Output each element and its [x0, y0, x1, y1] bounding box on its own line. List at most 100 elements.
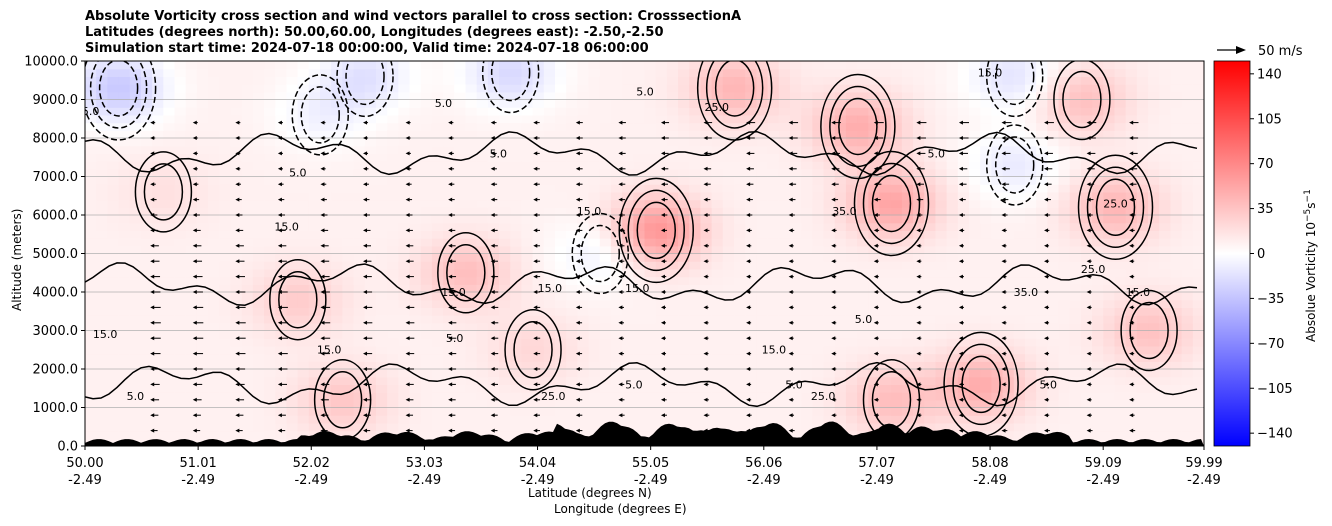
- vorticity-cell: [734, 384, 746, 393]
- vorticity-cell: [734, 361, 746, 370]
- vorticity-cell: [454, 122, 467, 131]
- vorticity-cell: [879, 392, 892, 401]
- vorticity-cell: [353, 99, 366, 108]
- vorticity-cell: [588, 130, 601, 139]
- vorticity-cell: [85, 230, 97, 239]
- vorticity-cell: [252, 76, 265, 85]
- vorticity-cell: [454, 361, 467, 370]
- vorticity-cell: [789, 376, 802, 385]
- vorticity-cell: [1002, 138, 1015, 147]
- vorticity-cell: [163, 399, 176, 409]
- vorticity-cell: [353, 292, 366, 301]
- vorticity-cell: [431, 61, 444, 70]
- vorticity-cell: [1136, 161, 1149, 170]
- vorticity-cell: [1170, 176, 1183, 185]
- vorticity-cell: [264, 276, 276, 285]
- vorticity-cell: [1136, 230, 1149, 239]
- vorticity-cell: [745, 215, 757, 224]
- vorticity-cell: [1092, 415, 1104, 424]
- vorticity-cell: [331, 299, 343, 308]
- vorticity-cell: [778, 207, 791, 216]
- vorticity-cell: [1080, 345, 1093, 355]
- vorticity-cell: [946, 76, 959, 85]
- vorticity-cell: [152, 84, 164, 93]
- vorticity-cell: [969, 114, 981, 124]
- vorticity-cell: [1103, 245, 1116, 255]
- vorticity-cell: [85, 399, 97, 409]
- vorticity-cell: [96, 284, 108, 293]
- vorticity-cell: [1114, 245, 1127, 255]
- vorticity-cell: [935, 215, 948, 224]
- vorticity-cell: [957, 222, 970, 231]
- vorticity-cell: [129, 130, 142, 139]
- vorticity-cell: [510, 215, 523, 224]
- vorticity-cell: [879, 299, 892, 308]
- vorticity-cell: [230, 114, 243, 124]
- vorticity-cell: [398, 345, 411, 355]
- vorticity-cell: [969, 61, 981, 70]
- vorticity-cell: [1047, 222, 1060, 231]
- vorticity-cell: [129, 153, 142, 162]
- vorticity-cell: [745, 245, 757, 255]
- vorticity-cell: [487, 253, 500, 262]
- vorticity-cell: [1136, 138, 1149, 147]
- vorticity-cell: [454, 245, 467, 255]
- vorticity-cell: [1103, 76, 1116, 85]
- vorticity-cell: [577, 268, 590, 278]
- vorticity-cell: [1136, 330, 1149, 339]
- vorticity-cell: [196, 361, 209, 370]
- vorticity-cell: [566, 376, 578, 385]
- vorticity-cell: [163, 261, 176, 270]
- vorticity-cell: [801, 338, 813, 347]
- vorticity-cell: [387, 345, 399, 355]
- vorticity-cell: [789, 230, 802, 239]
- vorticity-cell: [1036, 245, 1048, 255]
- vorticity-cell: [778, 376, 791, 385]
- vorticity-cell: [1192, 284, 1204, 293]
- vorticity-cell: [1013, 392, 1026, 401]
- vorticity-cell: [554, 114, 567, 124]
- vorticity-cell: [107, 215, 120, 224]
- vorticity-cell: [375, 99, 388, 108]
- vorticity-cell: [308, 345, 321, 355]
- vorticity-cell: [532, 276, 545, 285]
- vorticity-cell: [857, 345, 869, 355]
- vorticity-cell: [745, 322, 757, 332]
- vorticity-cell: [734, 276, 746, 285]
- vorticity-cell: [778, 199, 791, 208]
- vorticity-cell: [219, 299, 232, 308]
- vorticity-cell: [163, 384, 176, 393]
- vorticity-cell: [196, 168, 209, 178]
- vorticity-cell: [398, 107, 411, 116]
- vorticity-cell: [118, 422, 131, 432]
- vorticity-cell: [1148, 345, 1160, 355]
- vorticity-cell: [1181, 299, 1194, 308]
- vorticity-cell: [655, 399, 668, 409]
- vorticity-cell: [1036, 184, 1048, 193]
- vorticity-cell: [946, 184, 959, 193]
- vorticity-cell: [957, 245, 970, 255]
- vorticity-cell: [152, 99, 164, 108]
- vorticity-cell: [577, 322, 590, 332]
- vorticity-cell: [465, 422, 478, 432]
- vorticity-cell: [924, 307, 937, 316]
- vorticity-cell: [1148, 415, 1160, 424]
- vorticity-cell: [622, 369, 634, 378]
- vorticity-cell: [241, 392, 254, 401]
- vorticity-cell: [353, 276, 366, 285]
- vorticity-cell: [543, 345, 556, 355]
- vorticity-cell: [711, 261, 724, 270]
- vorticity-cell: [566, 361, 578, 370]
- vorticity-cell: [980, 61, 992, 70]
- vorticity-cell: [554, 68, 567, 77]
- vorticity-cell: [678, 284, 690, 293]
- vorticity-cell: [387, 338, 399, 347]
- vorticity-cell: [118, 245, 131, 255]
- vorticity-cell: [96, 253, 108, 262]
- vorticity-cell: [286, 253, 299, 262]
- vorticity-cell: [319, 191, 332, 201]
- vorticity-cell: [129, 369, 142, 378]
- vorticity-cell: [1013, 361, 1026, 370]
- vorticity-cell: [901, 307, 914, 316]
- vorticity-cell: [756, 122, 769, 131]
